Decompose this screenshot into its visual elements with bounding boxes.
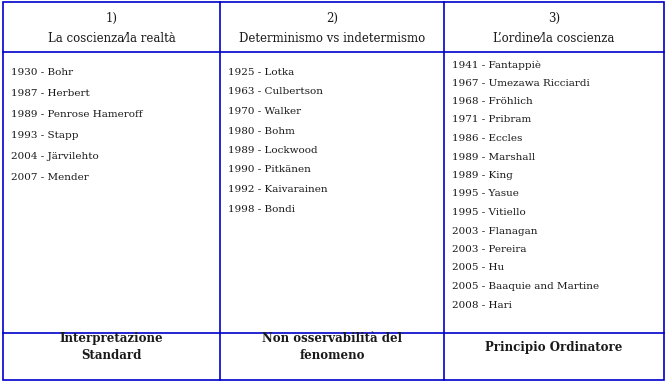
Text: 1925 - Lotka: 1925 - Lotka bbox=[228, 68, 294, 77]
Text: 1993 - Stapp: 1993 - Stapp bbox=[11, 131, 79, 140]
Text: 1989 - Lockwood: 1989 - Lockwood bbox=[228, 146, 317, 155]
Text: 1987 - Herbert: 1987 - Herbert bbox=[11, 89, 90, 98]
Text: 1): 1) bbox=[105, 12, 117, 25]
Text: 2): 2) bbox=[326, 12, 338, 25]
Text: 1941 - Fantappiè: 1941 - Fantappiè bbox=[452, 60, 541, 70]
Text: 2003 - Flanagan: 2003 - Flanagan bbox=[452, 227, 538, 235]
Text: 1963 - Culbertson: 1963 - Culbertson bbox=[228, 87, 323, 97]
Text: La coscienza⁄la realtà: La coscienza⁄la realtà bbox=[47, 32, 175, 45]
Text: 1992 - Kaivarainen: 1992 - Kaivarainen bbox=[228, 185, 327, 194]
Text: Determinismo vs indetermismo: Determinismo vs indetermismo bbox=[239, 32, 425, 45]
Text: Interpretazione
Standard: Interpretazione Standard bbox=[59, 332, 163, 362]
Text: 2005 - Hu: 2005 - Hu bbox=[452, 264, 504, 272]
Text: 2007 - Mender: 2007 - Mender bbox=[11, 173, 89, 182]
Text: 1971 - Pribram: 1971 - Pribram bbox=[452, 115, 531, 125]
Text: 1995 - Yasue: 1995 - Yasue bbox=[452, 189, 519, 199]
Text: 1989 - Marshall: 1989 - Marshall bbox=[452, 152, 535, 162]
Text: 1998 - Bondi: 1998 - Bondi bbox=[228, 204, 295, 214]
Text: 1986 - Eccles: 1986 - Eccles bbox=[452, 134, 522, 143]
Text: 1930 - Bohr: 1930 - Bohr bbox=[11, 68, 73, 77]
Text: 1990 - Pitkänen: 1990 - Pitkänen bbox=[228, 165, 311, 175]
Text: 1968 - Fröhlich: 1968 - Fröhlich bbox=[452, 97, 533, 106]
Text: 2008 - Hari: 2008 - Hari bbox=[452, 301, 512, 309]
Text: Non osservabilità del
fenomeno: Non osservabilità del fenomeno bbox=[262, 332, 402, 362]
Text: Principio Ordinatore: Principio Ordinatore bbox=[486, 340, 623, 353]
Text: 3): 3) bbox=[548, 12, 560, 25]
Text: 1980 - Bohm: 1980 - Bohm bbox=[228, 126, 295, 136]
Text: 2004 - Järvilehto: 2004 - Järvilehto bbox=[11, 152, 99, 161]
Text: 1989 - King: 1989 - King bbox=[452, 171, 513, 180]
Text: 1970 - Walker: 1970 - Walker bbox=[228, 107, 301, 116]
Text: 2003 - Pereira: 2003 - Pereira bbox=[452, 245, 526, 254]
Text: 1995 - Vitiello: 1995 - Vitiello bbox=[452, 208, 526, 217]
Text: 1967 - Umezawa Ricciardi: 1967 - Umezawa Ricciardi bbox=[452, 78, 590, 87]
Text: 1989 - Penrose Hameroff: 1989 - Penrose Hameroff bbox=[11, 110, 143, 119]
Text: 2005 - Baaquie and Martine: 2005 - Baaquie and Martine bbox=[452, 282, 599, 291]
Text: L’ordine⁄la coscienza: L’ordine⁄la coscienza bbox=[494, 32, 615, 45]
